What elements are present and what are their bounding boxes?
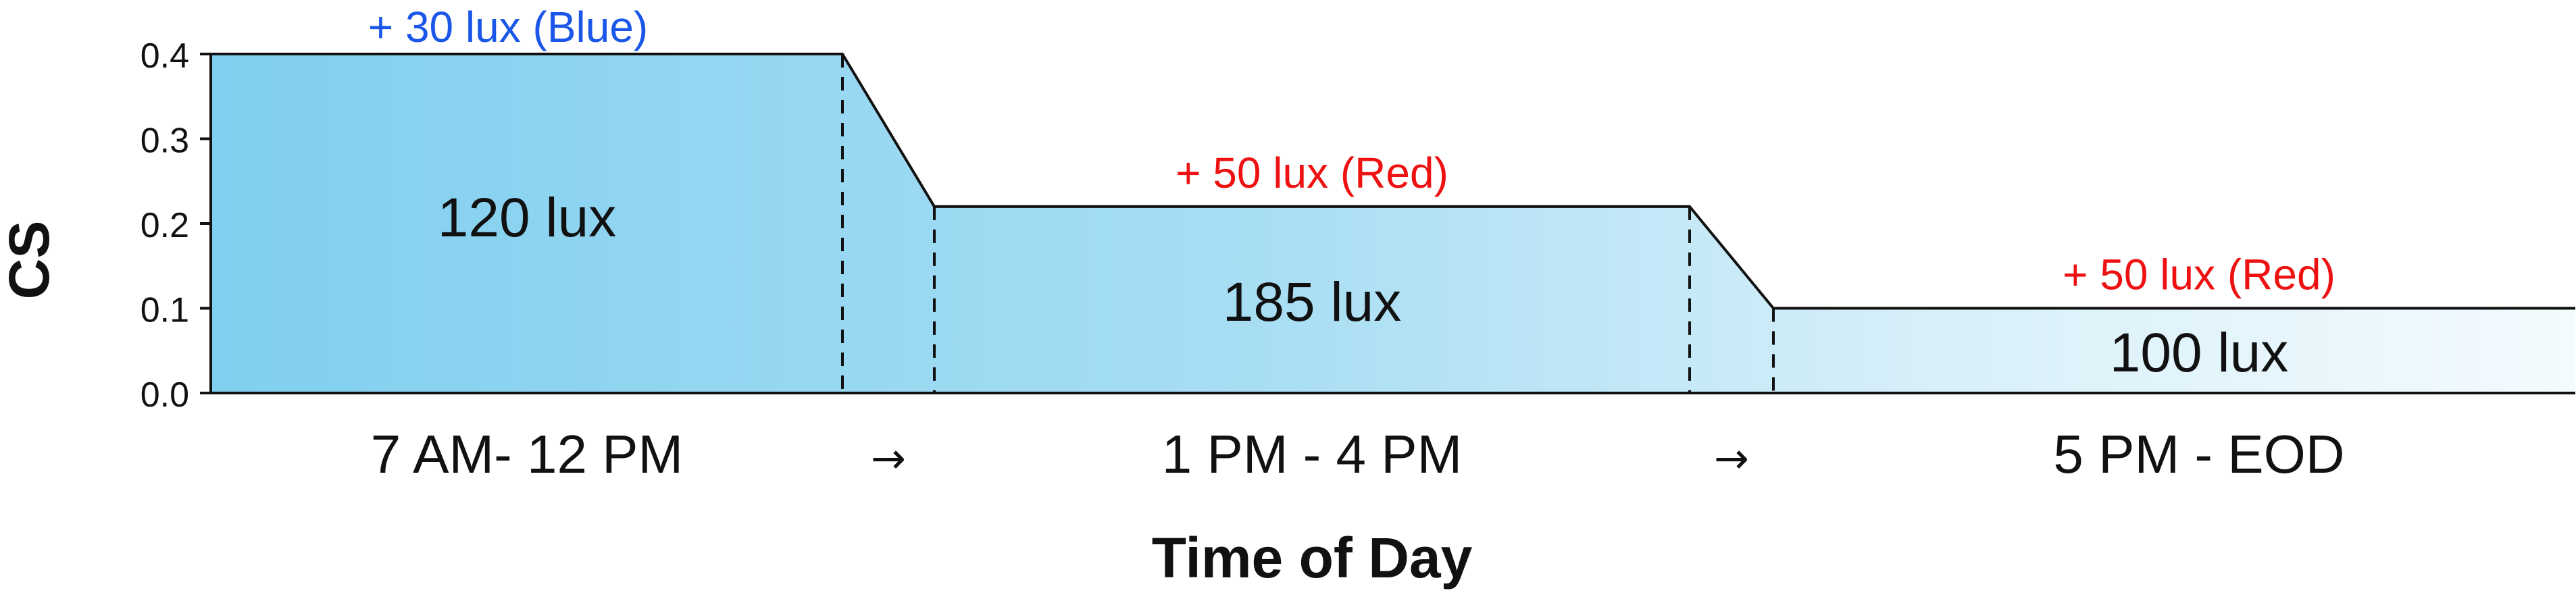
period-label: 5 PM - EOD (2053, 424, 2344, 484)
period-label: 1 PM - 4 PM (1162, 424, 1463, 484)
segment-lux-label: 185 lux (1223, 271, 1401, 333)
y-tick-label: 0.4 (141, 36, 189, 76)
segment-lux-label: 100 lux (2110, 322, 2288, 384)
y-tick-label: 0.3 (141, 122, 189, 161)
y-tick-label: 0.1 (141, 291, 189, 330)
cs-line (211, 53, 2575, 310)
segment-extra-annotation: + 50 lux (Red) (1176, 149, 1448, 197)
y-tick-label: 0.2 (141, 206, 189, 245)
y-axis: 0.0 0.1 0.2 0.3 0.4 (141, 36, 2575, 415)
transition-arrow: → (1714, 434, 1749, 483)
period-label: 7 AM- 12 PM (371, 424, 683, 484)
plot-area (211, 53, 2575, 393)
transition-arrow: → (871, 434, 906, 483)
segment-extra-annotation: + 30 lux (Blue) (368, 3, 648, 51)
x-axis-title: Time of Day (1152, 526, 1473, 590)
segment-lux-label: 120 lux (438, 187, 616, 249)
y-tick-label: 0.0 (141, 375, 189, 415)
segment-extra-annotation: + 50 lux (Red) (2063, 251, 2335, 299)
y-axis-title: CS (0, 221, 61, 300)
chart-labels: CS 120 lux + 30 lux (Blue) 7 AM- 12 PM 185 l… (0, 3, 2345, 590)
